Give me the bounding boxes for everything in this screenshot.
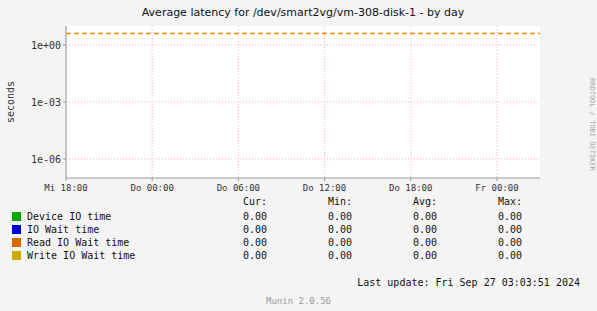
chart: Average latency for /dev/smart2vg/vm-308… <box>0 0 597 311</box>
legend-swatch <box>12 225 21 234</box>
table-value: 0.00 <box>498 211 522 222</box>
legend-swatch <box>12 238 21 247</box>
last-update: Last update: Fri Sep 27 03:03:51 2024 <box>357 277 580 288</box>
table-value: 0.00 <box>413 237 437 248</box>
table-header: Cur: <box>243 196 267 207</box>
reference-line <box>66 33 540 35</box>
tick-label: Mi 18:00 <box>44 183 87 193</box>
grid-line <box>324 26 325 178</box>
plot-data <box>66 33 540 34</box>
table-value: 0.00 <box>413 211 437 222</box>
tick-label: 1e-06 <box>31 154 61 165</box>
legend-label: Write IO Wait time <box>27 250 135 261</box>
axis-label: seconds <box>5 81 16 123</box>
grid-line <box>238 26 239 178</box>
x-axis <box>66 178 540 179</box>
tick-label: Do 12:00 <box>303 183 346 193</box>
grid-line <box>410 26 411 178</box>
table-header: Avg: <box>413 196 437 207</box>
tick-label: 1e+00 <box>31 40 61 51</box>
y-axis <box>66 26 67 178</box>
table-value: 0.00 <box>328 237 352 248</box>
table-value: 0.00 <box>243 211 267 222</box>
title: Average latency for /dev/smart2vg/vm-308… <box>142 6 465 19</box>
legend-swatch <box>12 251 21 260</box>
table-value: 0.00 <box>243 237 267 248</box>
grid-line <box>66 159 540 160</box>
grid-line <box>66 26 67 178</box>
table-value: 0.00 <box>413 250 437 261</box>
table-header: Max: <box>498 196 522 207</box>
table-value: 0.00 <box>243 250 267 261</box>
grid-line <box>152 26 153 178</box>
table-value: 0.00 <box>328 224 352 235</box>
tick-label: Do 18:00 <box>389 183 432 193</box>
table-value: 0.00 <box>498 224 522 235</box>
watermark: Munin 2.0.56 <box>266 296 331 306</box>
grid-line <box>496 26 497 178</box>
table-value: 0.00 <box>498 250 522 261</box>
table-value: 0.00 <box>328 250 352 261</box>
legend-label: IO Wait time <box>27 224 99 235</box>
tick-label: Do 00:00 <box>131 183 174 193</box>
table-value: 0.00 <box>328 211 352 222</box>
tick-label: 1e-03 <box>31 97 61 108</box>
grid-line <box>66 45 540 46</box>
plot-area <box>66 26 540 178</box>
table-header: Min: <box>328 196 352 207</box>
grid <box>66 26 540 178</box>
tick-label: Do 06:00 <box>217 183 260 193</box>
legend-label: Device IO time <box>27 211 111 222</box>
legend-swatch <box>12 212 21 221</box>
table-value: 0.00 <box>498 237 522 248</box>
grid-line <box>66 102 540 103</box>
table-value: 0.00 <box>413 224 437 235</box>
legend-label: Read IO Wait time <box>27 237 129 248</box>
tick-label: Fr 00:00 <box>475 183 518 193</box>
side-label: RRDTOOL / TOBI OETIKER <box>588 78 596 172</box>
table-value: 0.00 <box>243 224 267 235</box>
